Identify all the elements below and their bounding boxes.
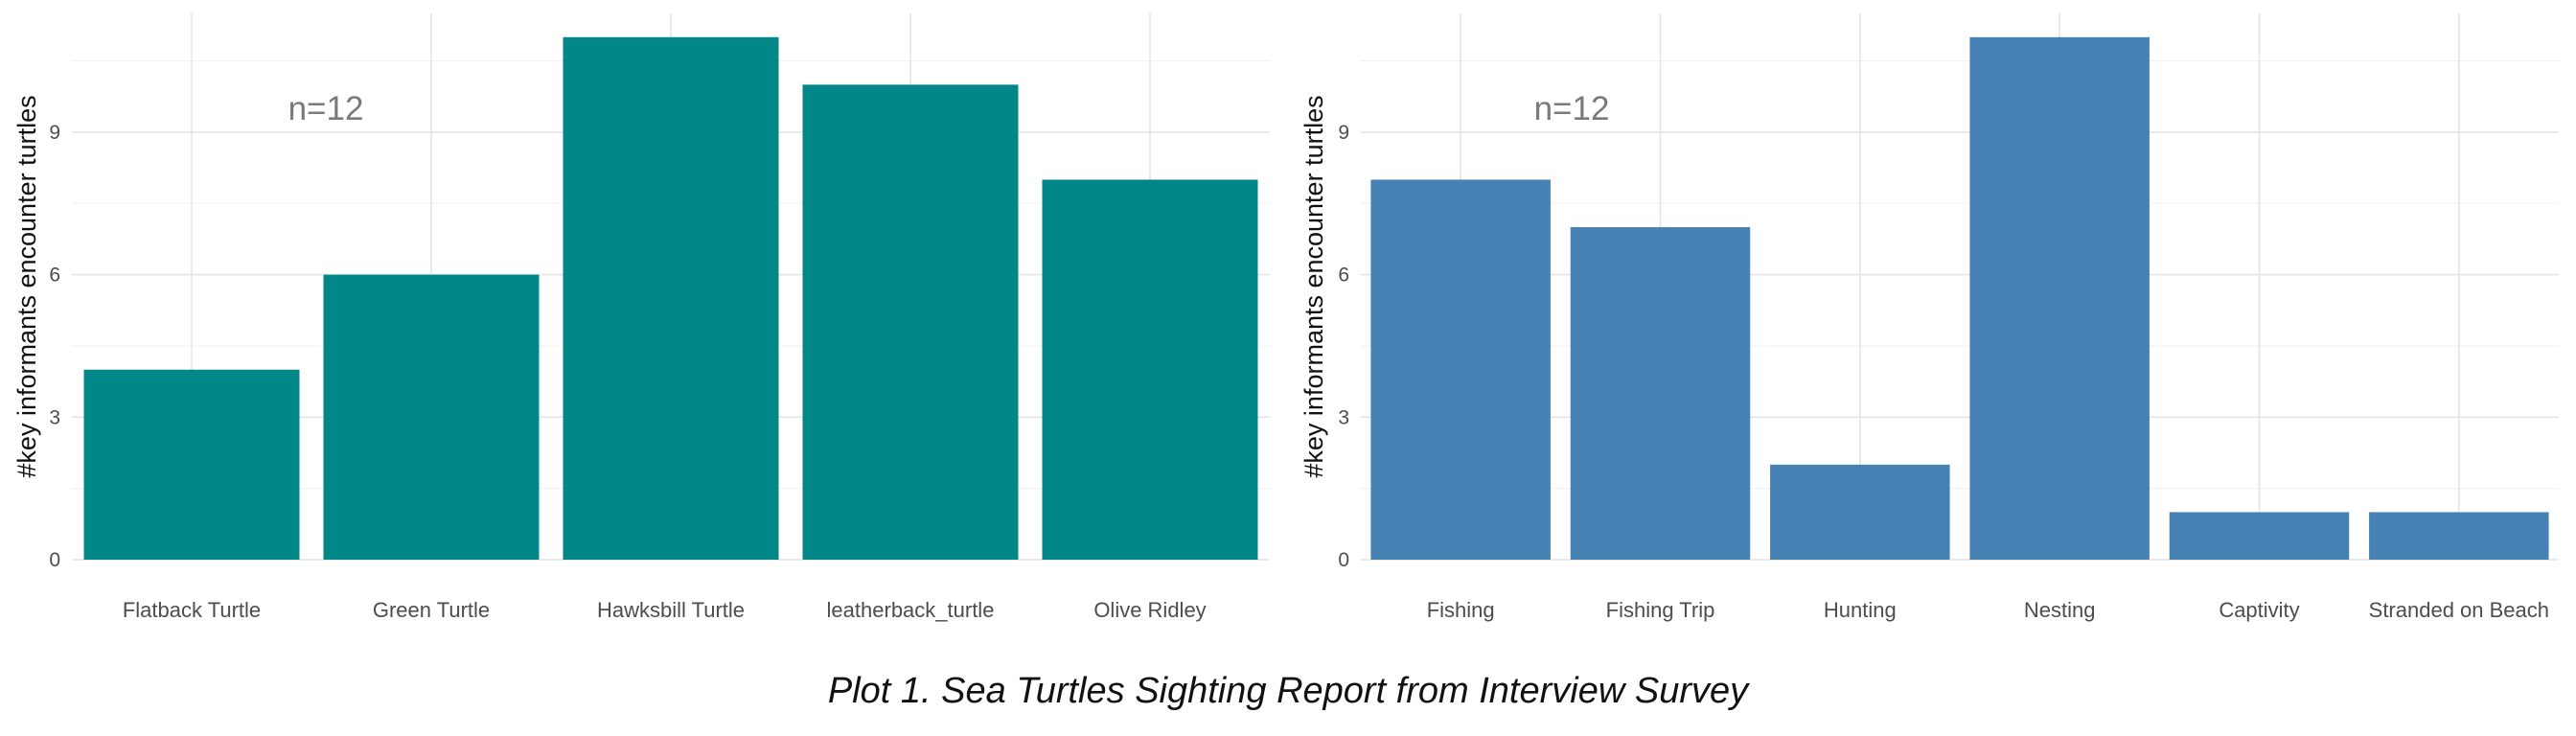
bar bbox=[1042, 179, 1258, 560]
bar bbox=[2369, 512, 2549, 560]
sample-size-annotation: n=12 bbox=[1534, 90, 1610, 127]
x-tick-label: leatherback_turtle bbox=[827, 598, 995, 622]
x-tick-label: Stranded on Beach bbox=[2369, 598, 2549, 622]
x-tick-label: Flatback Turtle bbox=[123, 598, 261, 622]
y-tick-label: 0 bbox=[49, 549, 60, 571]
sample-size-annotation: n=12 bbox=[288, 90, 364, 127]
y-tick-label: 0 bbox=[1338, 549, 1349, 571]
y-axis-label: #key informants encounter turtles bbox=[12, 95, 41, 477]
x-tick-label: Fishing bbox=[1427, 598, 1495, 622]
x-tick-label: Nesting bbox=[2024, 598, 2096, 622]
x-tick-label: Hunting bbox=[1824, 598, 1897, 622]
y-tick-label: 9 bbox=[1338, 122, 1349, 144]
chart-area: 0 3 6 9 Flatback Turtle Green Turtle Hawksbill… bbox=[12, 13, 2559, 622]
y-tick-label: 6 bbox=[1338, 264, 1349, 287]
x-tick-label: Captivity bbox=[2219, 598, 2299, 622]
y-tick-label: 9 bbox=[49, 122, 60, 144]
y-tick-label: 6 bbox=[49, 264, 60, 287]
x-tick-label: Olive Ridley bbox=[1093, 598, 1206, 622]
bar bbox=[1770, 464, 1950, 560]
bar bbox=[83, 369, 300, 560]
bar bbox=[1969, 36, 2150, 561]
x-tick-label: Hawksbill Turtle bbox=[597, 598, 745, 622]
bar bbox=[802, 84, 1019, 560]
y-axis-label: #key informants encounter turtles bbox=[1300, 95, 1328, 477]
y-tick-label: 3 bbox=[49, 406, 60, 428]
bar bbox=[563, 36, 779, 561]
bar bbox=[1570, 227, 1751, 561]
figure-caption: Plot 1. Sea Turtles Sighting Report from… bbox=[827, 671, 1749, 711]
bar bbox=[323, 274, 540, 560]
x-tick-label: Green Turtle bbox=[373, 598, 490, 622]
y-tick-label: 3 bbox=[1338, 406, 1349, 428]
x-tick-label: Fishing Trip bbox=[1606, 598, 1715, 622]
bar bbox=[1370, 179, 1551, 560]
bar bbox=[2169, 512, 2350, 560]
